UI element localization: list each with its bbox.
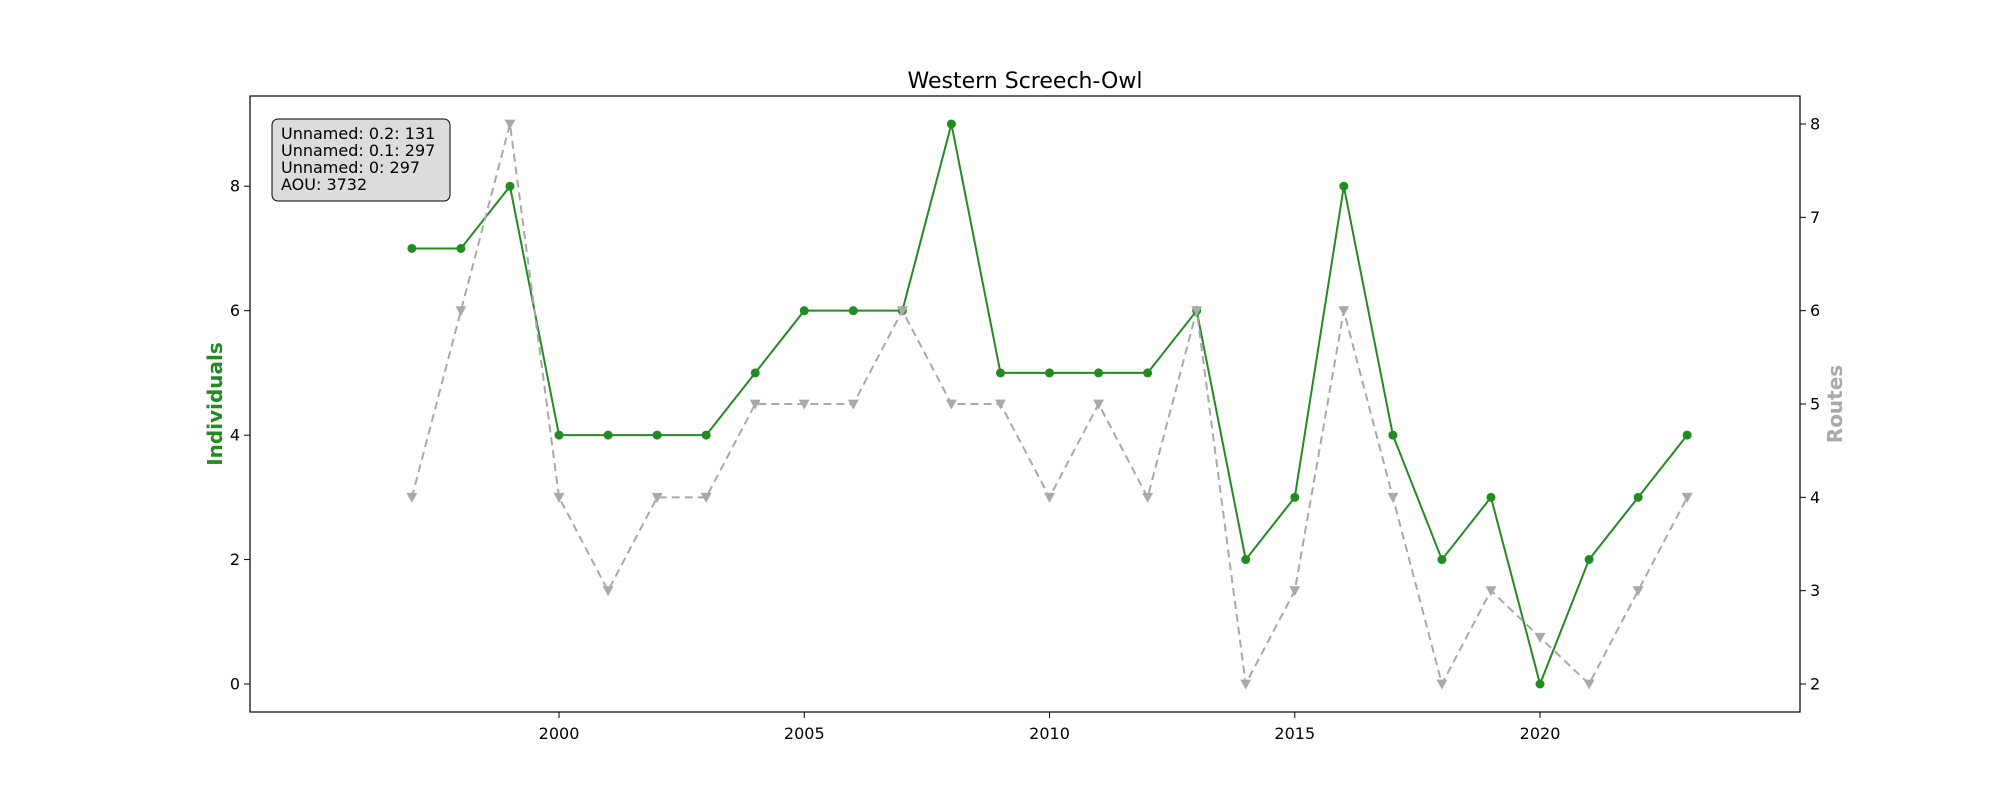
series-1-point xyxy=(603,430,613,440)
info-line: Unnamed: 0.1: 297 xyxy=(281,141,435,160)
x-tick-label: 2020 xyxy=(1520,724,1561,743)
left-y-tick-label: 4 xyxy=(230,426,240,445)
series-1-point xyxy=(799,306,809,316)
series-2-point xyxy=(798,399,810,410)
left-y-tick-label: 6 xyxy=(230,301,240,320)
series-2-point xyxy=(1338,306,1350,317)
series-1-point xyxy=(1339,181,1349,191)
series-2-point xyxy=(602,586,614,597)
series-2-point xyxy=(1142,492,1154,503)
series-1-point xyxy=(1584,555,1594,565)
series-1-point xyxy=(1045,368,1055,378)
x-axis: 2000 2005 2010 2015 2020 xyxy=(539,712,1561,743)
plot-frame xyxy=(249,95,1801,713)
series-1-line xyxy=(411,123,1688,688)
series-1-point xyxy=(1486,492,1496,502)
series-2-point xyxy=(994,399,1006,410)
series-2-point xyxy=(406,492,418,503)
left-y-tick-label: 2 xyxy=(230,550,240,569)
right-y-tick-label: 8 xyxy=(1810,115,1820,134)
series-1-point xyxy=(505,181,515,191)
x-tick-label: 2005 xyxy=(784,724,825,743)
x-tick-label: 2010 xyxy=(1029,724,1070,743)
series-1-point xyxy=(1535,679,1545,689)
right-y-tick-label: 6 xyxy=(1810,301,1820,320)
right-y-tick-label: 3 xyxy=(1810,581,1820,600)
series-2-point xyxy=(1044,492,1056,503)
series-2-point xyxy=(1240,679,1252,690)
right-y-tick-label: 7 xyxy=(1810,208,1820,227)
series-2-point xyxy=(1681,492,1693,503)
series-1-point xyxy=(554,430,564,440)
series-2-point xyxy=(651,492,663,503)
series-1-point xyxy=(848,306,858,316)
info-box: Unnamed: 0.2: 131 Unnamed: 0.1: 297 Unna… xyxy=(271,118,451,202)
series-1-point xyxy=(456,243,466,253)
series-1-point xyxy=(1633,492,1643,502)
series-1-point xyxy=(652,430,662,440)
series-2-point xyxy=(1485,586,1497,597)
series-1-point xyxy=(1682,430,1692,440)
right-y-axis: 2 3 4 5 6 7 8 xyxy=(1800,115,1820,694)
left-y-axis-label: Individuals xyxy=(203,342,227,466)
info-line: AOU: 3732 xyxy=(281,175,367,194)
right-y-tick-label: 2 xyxy=(1810,675,1820,694)
x-tick-label: 2015 xyxy=(1274,724,1315,743)
series-2-point xyxy=(455,306,467,317)
series-1-point xyxy=(1241,555,1251,565)
series-2-point xyxy=(1534,632,1546,643)
series-2-point xyxy=(1436,679,1448,690)
series-1-point xyxy=(1143,368,1153,378)
series-1-point xyxy=(995,368,1005,378)
right-y-axis-label: Routes xyxy=(1823,365,1847,443)
series-layer xyxy=(406,119,1693,690)
series-2-point xyxy=(1387,492,1399,503)
series-2-point xyxy=(847,399,859,410)
series-1-point xyxy=(1094,368,1104,378)
left-y-tick-label: 0 xyxy=(230,675,240,694)
series-1-point xyxy=(701,430,711,440)
right-y-tick-label: 4 xyxy=(1810,488,1820,507)
series-2-point xyxy=(1632,586,1644,597)
series-1-point xyxy=(750,368,760,378)
info-line: Unnamed: 0.2: 131 xyxy=(281,124,435,143)
left-y-axis: 0 2 4 6 8 xyxy=(230,177,250,694)
left-y-tick-label: 8 xyxy=(230,177,240,196)
series-2-point xyxy=(749,399,761,410)
series-2-line xyxy=(410,123,1689,688)
chart-title: Western Screech-Owl xyxy=(908,69,1143,94)
series-1-point xyxy=(1388,430,1398,440)
series-2-point xyxy=(1093,399,1105,410)
series-1-point xyxy=(407,243,417,253)
series-2-point xyxy=(945,399,957,410)
series-2-point xyxy=(1583,679,1595,690)
series-2-point xyxy=(1289,586,1301,597)
series-2-point xyxy=(504,119,516,130)
series-2-point xyxy=(1191,306,1203,317)
series-2-point xyxy=(553,492,565,503)
info-line: Unnamed: 0: 297 xyxy=(281,158,420,177)
x-tick-label: 2000 xyxy=(539,724,580,743)
series-1-point xyxy=(1290,492,1300,502)
series-2-point xyxy=(896,306,908,317)
series-1-point xyxy=(1437,555,1447,565)
series-2-point xyxy=(700,492,712,503)
series-1-point xyxy=(946,119,956,129)
right-y-tick-label: 5 xyxy=(1810,395,1820,414)
